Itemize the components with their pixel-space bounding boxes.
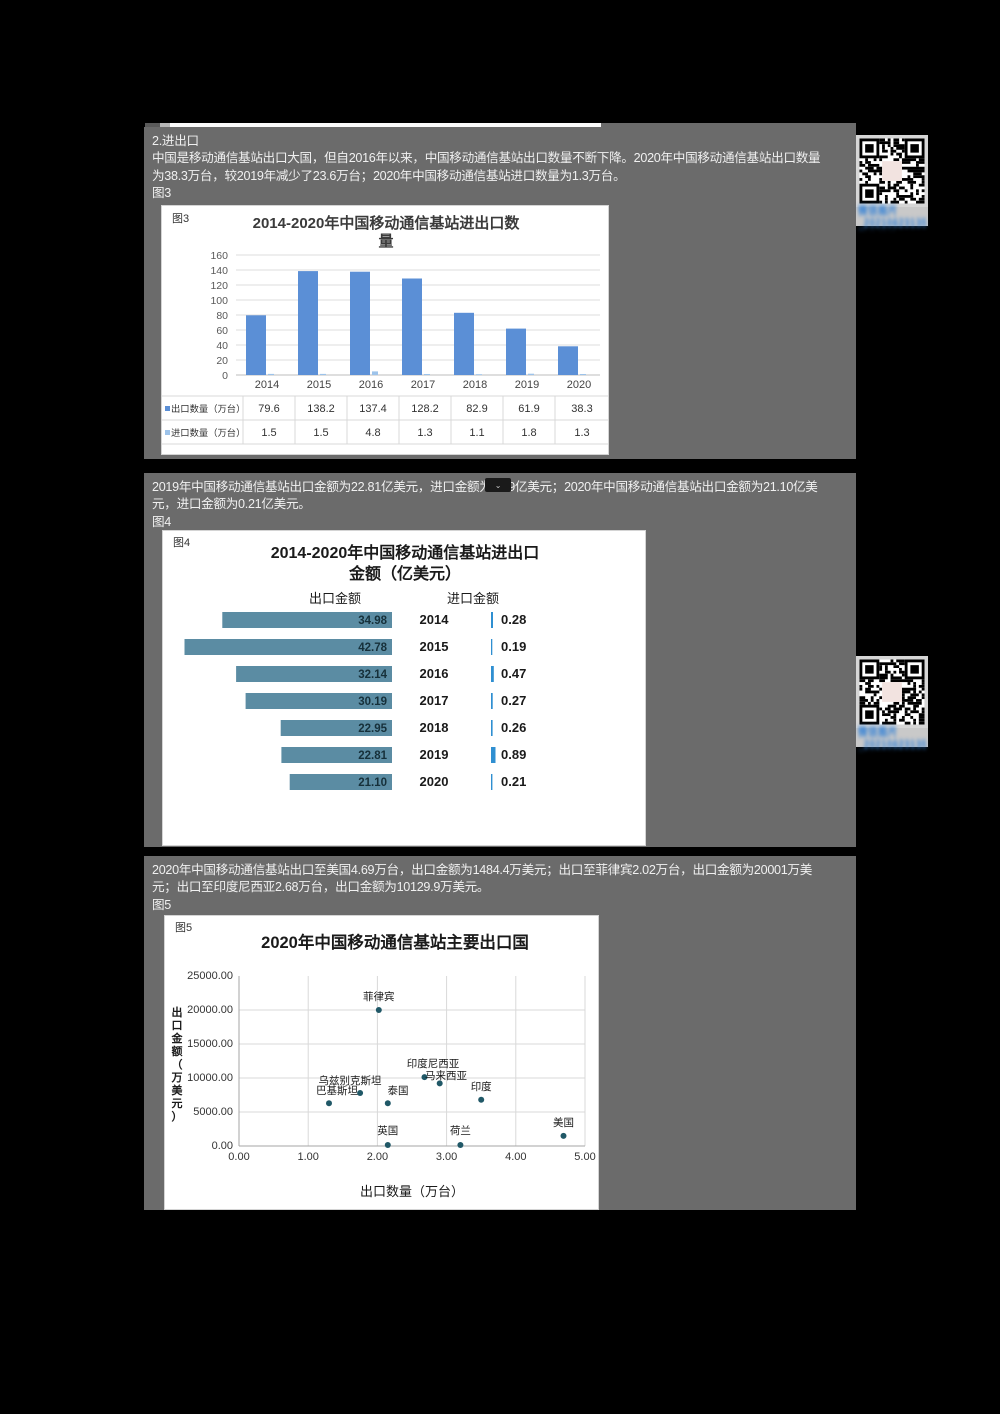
svg-text:1.00: 1.00 xyxy=(297,1151,318,1163)
svg-text:2014-2020年中国移动通信基站进出口数: 2014-2020年中国移动通信基站进出口数 xyxy=(253,214,521,232)
svg-text:2014: 2014 xyxy=(255,379,279,391)
svg-text:82.9: 82.9 xyxy=(466,403,487,415)
svg-text:79.6: 79.6 xyxy=(258,403,279,415)
svg-text:2018: 2018 xyxy=(463,379,487,391)
svg-text:0.89: 0.89 xyxy=(501,747,526,762)
svg-text:32.14: 32.14 xyxy=(358,669,387,681)
svg-text:2.00: 2.00 xyxy=(367,1151,388,1163)
svg-text:荷兰: 荷兰 xyxy=(450,1124,471,1137)
svg-text:0.21: 0.21 xyxy=(501,774,526,789)
svg-text:61.9: 61.9 xyxy=(518,403,539,415)
svg-text:出口数量（万台）: 出口数量（万台） xyxy=(171,403,245,414)
svg-text:2015: 2015 xyxy=(307,379,331,391)
svg-text:42.78: 42.78 xyxy=(358,642,387,654)
svg-text:进口金额: 进口金额 xyxy=(447,591,499,606)
svg-text:5000.00: 5000.00 xyxy=(193,1106,233,1118)
svg-text:120: 120 xyxy=(210,280,228,292)
svg-text:（: （ xyxy=(172,1058,183,1071)
svg-text:60: 60 xyxy=(216,325,228,337)
svg-text:元: 元 xyxy=(172,1097,183,1110)
svg-text:印度: 印度 xyxy=(471,1080,492,1093)
svg-text:25000.00: 25000.00 xyxy=(187,970,233,982)
svg-text:22.95: 22.95 xyxy=(358,723,387,735)
svg-text:0.28: 0.28 xyxy=(501,612,526,627)
svg-text:出口数量（万台）: 出口数量（万台） xyxy=(360,1184,464,1199)
svg-text:2017: 2017 xyxy=(411,379,435,391)
svg-text:5.00: 5.00 xyxy=(574,1151,595,1163)
svg-text:30.19: 30.19 xyxy=(358,696,387,708)
svg-text:巴基斯坦: 巴基斯坦 xyxy=(316,1084,358,1097)
svg-text:2016: 2016 xyxy=(420,666,449,681)
svg-text:金额（亿美元）: 金额（亿美元） xyxy=(348,564,461,583)
svg-text:21.10: 21.10 xyxy=(358,777,387,789)
svg-text:1.5: 1.5 xyxy=(313,427,328,439)
svg-text:160: 160 xyxy=(210,250,228,262)
svg-text:1.8: 1.8 xyxy=(521,427,536,439)
svg-text:0.47: 0.47 xyxy=(501,666,526,681)
svg-text:万: 万 xyxy=(171,1071,183,1084)
svg-text:40: 40 xyxy=(216,340,228,352)
svg-text:3.00: 3.00 xyxy=(436,1151,457,1163)
svg-text:0.19: 0.19 xyxy=(501,639,526,654)
svg-text:10000.00: 10000.00 xyxy=(187,1072,233,1084)
svg-text:4.8: 4.8 xyxy=(365,427,380,439)
svg-text:15000.00: 15000.00 xyxy=(187,1038,233,1050)
svg-text:1.5: 1.5 xyxy=(261,427,276,439)
svg-text:2016: 2016 xyxy=(359,379,383,391)
svg-text:0.27: 0.27 xyxy=(501,693,526,708)
svg-text:英国: 英国 xyxy=(377,1124,398,1137)
svg-text:0: 0 xyxy=(222,370,228,382)
svg-text:美国: 美国 xyxy=(553,1116,574,1129)
svg-text:1.1: 1.1 xyxy=(469,427,484,439)
svg-text:马来西亚: 马来西亚 xyxy=(425,1070,467,1082)
svg-text:印度尼西亚: 印度尼西亚 xyxy=(407,1057,460,1070)
svg-text:2019: 2019 xyxy=(420,747,449,762)
svg-text:100: 100 xyxy=(210,295,228,307)
svg-text:美: 美 xyxy=(172,1083,184,1097)
svg-text:4.00: 4.00 xyxy=(505,1151,526,1163)
svg-text:2015: 2015 xyxy=(420,639,449,654)
svg-text:137.4: 137.4 xyxy=(359,403,387,415)
svg-text:图4: 图4 xyxy=(173,536,190,549)
svg-text:2014: 2014 xyxy=(420,612,450,627)
svg-text:出: 出 xyxy=(172,1005,183,1019)
svg-text:图5: 图5 xyxy=(175,921,192,934)
svg-text:138.2: 138.2 xyxy=(307,403,335,415)
svg-text:128.2: 128.2 xyxy=(411,403,439,415)
svg-text:2020: 2020 xyxy=(420,774,449,789)
svg-text:2020: 2020 xyxy=(567,379,591,391)
svg-text:2014-2020年中国移动通信基站进出口: 2014-2020年中国移动通信基站进出口 xyxy=(271,543,540,562)
svg-text:1.3: 1.3 xyxy=(417,427,432,439)
svg-text:34.98: 34.98 xyxy=(358,615,387,627)
svg-text:0.26: 0.26 xyxy=(501,720,526,735)
svg-text:2019: 2019 xyxy=(515,379,539,391)
svg-text:2020年中国移动通信基站主要出口国: 2020年中国移动通信基站主要出口国 xyxy=(261,932,529,952)
svg-text:2018: 2018 xyxy=(420,720,449,735)
svg-text:菲律宾: 菲律宾 xyxy=(363,990,395,1003)
svg-text:38.3: 38.3 xyxy=(571,403,592,415)
svg-text:金: 金 xyxy=(171,1031,184,1045)
svg-text:0.00: 0.00 xyxy=(228,1151,249,1163)
svg-text:）: ） xyxy=(172,1110,183,1123)
svg-text:出口金额: 出口金额 xyxy=(309,591,361,606)
svg-text:1.3: 1.3 xyxy=(574,427,589,439)
svg-text:20000.00: 20000.00 xyxy=(187,1004,233,1016)
svg-text:2017: 2017 xyxy=(420,693,449,708)
svg-text:140: 140 xyxy=(210,265,228,277)
svg-text:进口数量（万台）: 进口数量（万台） xyxy=(171,427,245,438)
svg-text:泰国: 泰国 xyxy=(388,1084,409,1097)
svg-text:口: 口 xyxy=(172,1019,183,1032)
svg-text:量: 量 xyxy=(378,233,393,250)
svg-text:22.81: 22.81 xyxy=(358,750,387,762)
svg-text:20: 20 xyxy=(216,355,228,367)
svg-text:图3: 图3 xyxy=(172,212,189,225)
svg-text:额: 额 xyxy=(172,1044,183,1058)
svg-text:80: 80 xyxy=(216,310,228,322)
